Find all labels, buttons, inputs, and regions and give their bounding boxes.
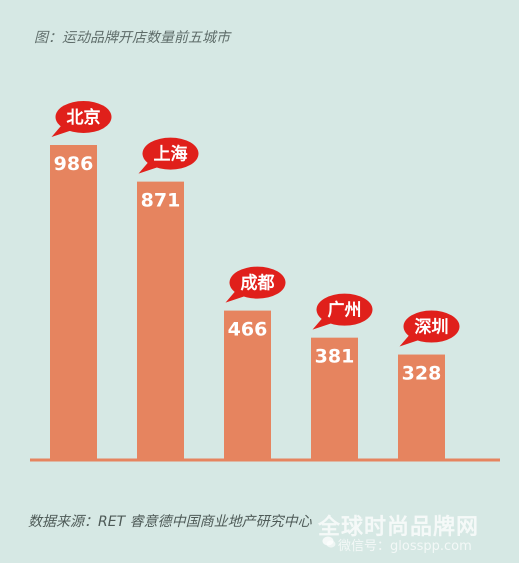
city-bubble: 北京	[51, 101, 112, 137]
bar-value-label: 381	[315, 346, 355, 368]
bar-3	[224, 310, 271, 459]
bar-value-label: 466	[228, 319, 268, 341]
watermark-logo: 全球时尚品牌网	[318, 515, 480, 540]
bar-4	[311, 337, 358, 459]
city-label: 北京	[67, 107, 101, 128]
bar-value-label: 328	[402, 363, 442, 385]
chart-title: 图：运动品牌开店数量前五城市	[34, 30, 230, 46]
watermark-subtext: 微信号：glosspp.com	[338, 539, 472, 554]
data-source: 数据来源：RET 睿意德中国商业地产研究中心	[28, 514, 312, 530]
city-bubble: 广州	[312, 293, 373, 330]
city-label: 成都	[241, 273, 275, 294]
city-label: 深圳	[415, 317, 449, 338]
city-bubble: 成都	[225, 266, 286, 303]
bar-value-label: 986	[54, 153, 94, 175]
city-label: 广州	[328, 300, 362, 321]
bar-2	[137, 181, 184, 459]
city-label: 上海	[154, 144, 188, 165]
bar-value-label: 871	[141, 190, 181, 212]
bar-1	[50, 145, 97, 459]
city-bubble: 上海	[138, 137, 199, 174]
wechat-icon	[322, 536, 336, 548]
city-bubble: 深圳	[399, 310, 460, 347]
bar-5	[398, 354, 445, 459]
bars-group: 986 北京 871 上海 466 成都 381 广州 328 深圳	[50, 101, 460, 459]
